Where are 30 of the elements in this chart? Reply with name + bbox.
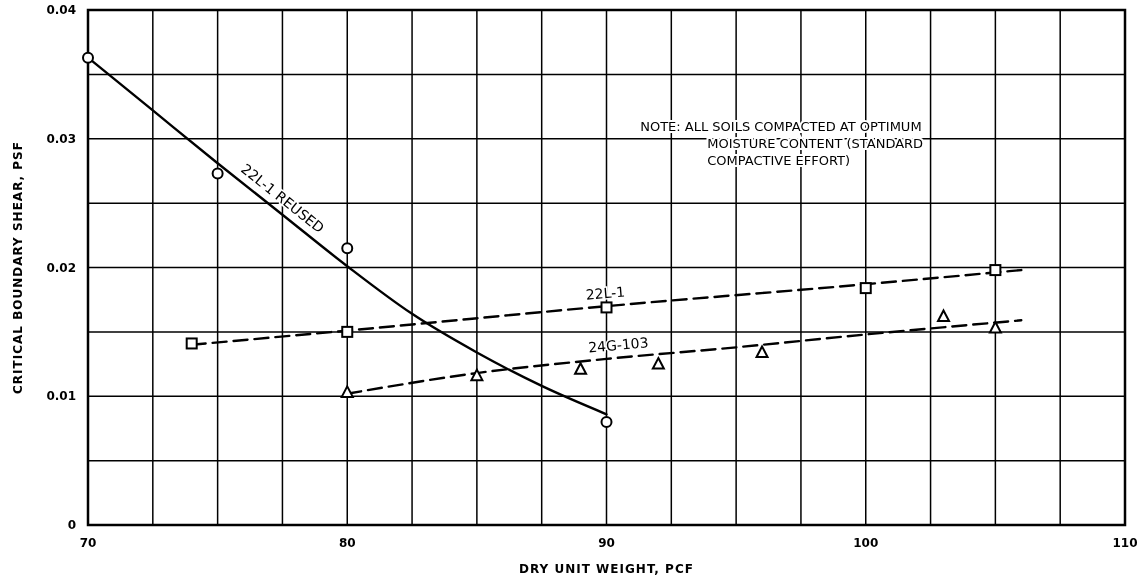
y-tick-label: 0.01 — [46, 389, 76, 404]
point — [755, 345, 769, 358]
point — [341, 242, 354, 255]
x-tick-label: 70 — [79, 536, 97, 550]
point — [574, 362, 588, 375]
y-tick-label: 0.04 — [46, 3, 76, 17]
point — [600, 416, 613, 428]
y-tick-label: 0 — [67, 518, 76, 532]
x-tick-label: 80 — [338, 536, 356, 550]
y-axis-title: CRITICAL BOUNDARY SHEAR, PSF — [11, 141, 25, 394]
point — [185, 337, 198, 350]
point — [211, 167, 224, 180]
point — [470, 368, 484, 382]
x-tick-label: 100 — [853, 536, 879, 550]
point — [988, 321, 1002, 334]
point — [341, 325, 354, 338]
x-tick-label: 110 — [1112, 536, 1138, 550]
text: 24G-103 — [587, 334, 650, 356]
point — [859, 282, 872, 295]
point — [937, 309, 951, 322]
point — [651, 357, 665, 370]
y-tick-label: 0.02 — [46, 260, 76, 275]
x-tick-label: 90 — [598, 536, 615, 550]
point — [82, 51, 94, 64]
point — [340, 385, 354, 398]
x-axis-title: DRY UNIT WEIGHT, PCF — [519, 562, 694, 576]
y-tick-label: 0.03 — [46, 131, 76, 146]
point — [600, 301, 613, 314]
series-label: 22L-1 — [585, 283, 626, 303]
point — [989, 264, 1002, 277]
